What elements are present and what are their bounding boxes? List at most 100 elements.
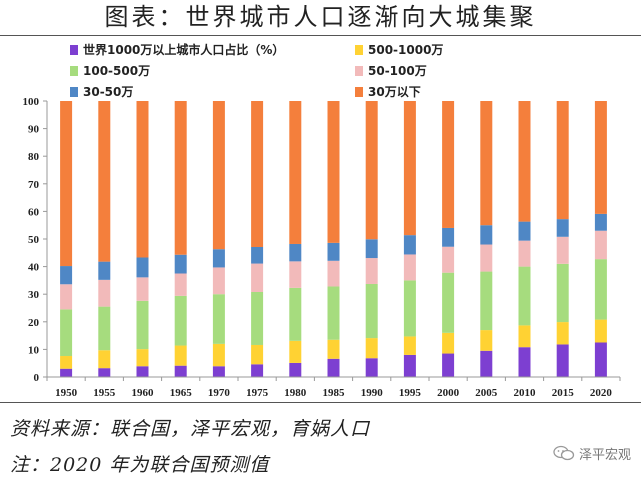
y-tick-label: 40 <box>28 262 40 274</box>
bar-segment <box>212 294 225 344</box>
chart-legend: 世界1000万以上城市人口占比（%） 500-1000万 100-500万 50-10… <box>70 42 443 99</box>
bar-segment <box>480 225 493 245</box>
y-tick-label: 80 <box>28 151 40 163</box>
forecast-note: 注：2020 年为联合国预测值 <box>10 454 270 476</box>
x-tick-label: 2010 <box>514 387 537 399</box>
bar-segment <box>556 236 569 264</box>
x-tick-label: 2000 <box>437 387 460 399</box>
bar-segment <box>60 266 73 285</box>
y-tick-label: 100 <box>23 96 40 108</box>
bar-segment <box>480 101 493 226</box>
x-tick-label: 1990 <box>361 387 384 399</box>
x-tick-label: 1970 <box>208 387 231 399</box>
legend-label: 50-100万 <box>368 64 427 78</box>
bar-segment <box>251 344 264 365</box>
x-axis: 1950 1955 1960 1965 1970 1975 1980 1985 1990 1995… <box>46 376 621 399</box>
bar-segment <box>556 322 569 345</box>
bar-segment <box>251 291 264 345</box>
source-note: 资料来源：联合国，泽平宏观，育娲人口 <box>10 418 371 440</box>
bar-segment <box>480 271 493 331</box>
legend-swatch <box>70 87 78 97</box>
x-tick-label: 1980 <box>284 387 307 399</box>
bar-segment <box>174 365 187 377</box>
bar-segment <box>442 101 455 228</box>
bar-segment <box>251 364 264 377</box>
bar-segment <box>289 340 302 363</box>
bar-segment <box>98 368 111 377</box>
x-tick-label: 1995 <box>399 387 422 399</box>
bar-segment <box>365 358 378 377</box>
bar-segment <box>98 101 111 262</box>
bar-segment <box>212 366 225 377</box>
watermark-text: 泽平宏观 <box>578 447 631 463</box>
bar-segment <box>365 338 378 359</box>
watermark: 泽平宏观 <box>553 443 631 463</box>
bar-segment <box>174 345 187 366</box>
bar-segment <box>212 343 225 367</box>
x-tick-label: 2015 <box>552 387 575 399</box>
bar-segment <box>327 339 340 359</box>
bar-segment <box>480 330 493 351</box>
bar-segment <box>556 101 569 220</box>
bar-segment <box>174 254 187 274</box>
bar-segment <box>442 227 455 247</box>
bar-segment <box>518 221 531 241</box>
y-tick-label: 10 <box>28 344 40 356</box>
bar-segment <box>212 249 225 268</box>
bar-segment <box>518 101 531 222</box>
legend-label: 世界1000万以上城市人口占比（%） <box>83 42 284 57</box>
bar-segment <box>403 280 416 337</box>
bar-segment <box>98 261 111 280</box>
bar-segment <box>556 219 569 237</box>
x-tick-label: 1975 <box>246 387 269 399</box>
bar-segment <box>136 257 149 278</box>
bar-segment <box>594 213 607 231</box>
legend-swatch <box>70 45 78 55</box>
legend-swatch <box>355 66 363 76</box>
wechat-icon <box>553 445 575 461</box>
bar-segment <box>480 244 493 272</box>
bar-segment <box>60 309 73 357</box>
bar-segment <box>60 101 73 267</box>
bar-segment <box>327 242 340 261</box>
bar-segment <box>442 272 455 333</box>
bar-segment <box>403 101 416 236</box>
y-tick-label: 0 <box>34 372 40 384</box>
bar-segment <box>289 362 302 377</box>
bar-segment <box>136 300 149 350</box>
legend-swatch <box>70 66 78 76</box>
bar-segment <box>403 235 416 255</box>
bar-segment <box>174 295 187 346</box>
y-tick-label: 90 <box>28 124 40 136</box>
x-tick-label: 2005 <box>475 387 498 399</box>
legend-label: 500-1000万 <box>368 43 443 57</box>
bar-segment <box>556 344 569 377</box>
bar-segment <box>136 349 149 367</box>
bar-segment <box>403 254 416 281</box>
bar-segment <box>480 350 493 377</box>
x-tick-label: 2020 <box>590 387 613 399</box>
footer-divider <box>0 402 641 403</box>
bar-segment <box>98 279 111 307</box>
bar-segment <box>594 230 607 260</box>
bar-segment <box>251 263 264 292</box>
bar-segment <box>327 358 340 377</box>
bar-segment <box>212 101 225 250</box>
bar-segment <box>136 366 149 377</box>
bar-segment <box>251 247 264 264</box>
bar-segment <box>594 101 607 214</box>
x-tick-label: 1955 <box>93 387 116 399</box>
chart-container: 世界1000万以上城市人口占比（%） 500-1000万 100-500万 50-10… <box>0 36 641 402</box>
bar-segment <box>289 101 302 244</box>
y-tick-label: 20 <box>28 317 40 329</box>
legend-label: 100-500万 <box>83 64 150 78</box>
bar-segment <box>289 261 302 288</box>
legend-swatch <box>355 45 363 55</box>
bar-segment <box>98 306 111 351</box>
y-tick-label: 30 <box>28 289 40 301</box>
bar-segment <box>594 319 607 343</box>
bar-segment <box>98 350 111 369</box>
bar-segment <box>518 266 531 326</box>
bar-segment <box>289 243 302 262</box>
stacked-bar-chart: 世界1000万以上城市人口占比（%） 500-1000万 100-500万 50-10… <box>23 42 621 399</box>
